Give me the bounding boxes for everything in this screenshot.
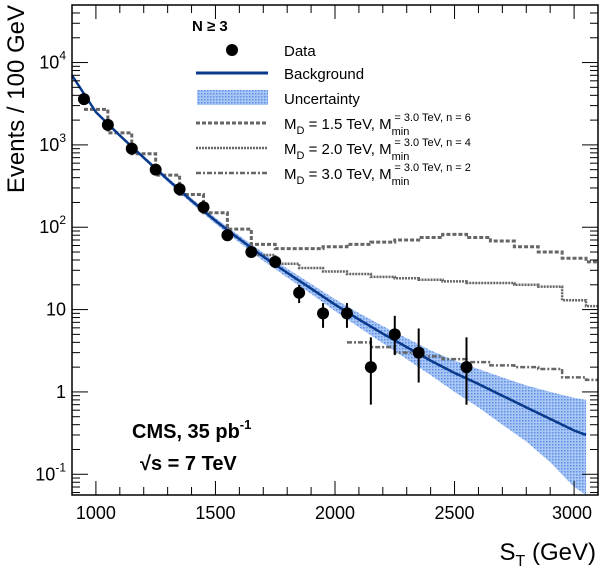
x-tick-label: 1000 — [76, 503, 116, 523]
data-point — [269, 255, 282, 268]
data-point — [221, 229, 234, 242]
legend-data-marker — [226, 44, 238, 56]
data-point — [317, 307, 330, 320]
x-axis-label: ST (GeV) — [500, 539, 596, 570]
data-point — [173, 183, 186, 196]
data-point — [197, 201, 210, 214]
data-point — [460, 361, 473, 374]
data-point — [364, 361, 377, 374]
data-point — [340, 307, 353, 320]
data-point — [293, 286, 306, 299]
x-tick-label: 1500 — [195, 503, 235, 523]
data-point — [388, 328, 401, 341]
legend-label-background: Background — [284, 66, 364, 83]
y-tick-label: 104 — [39, 49, 66, 73]
legend-label-uncertainty: Uncertainty — [284, 91, 360, 108]
x-tick-label: 2500 — [435, 503, 475, 523]
uncertainty-band — [72, 73, 587, 495]
annotation-energy: √s = 7 TeV — [140, 453, 237, 475]
signal-sig2 — [251, 253, 598, 308]
x-tick-label: 2000 — [315, 503, 355, 523]
data-point — [101, 118, 114, 131]
data-point — [245, 246, 258, 259]
legend-label-sig3: MD = 3.0 TeV, Mmin = 3.0 TeV, n = 2 — [284, 162, 471, 188]
legend-header: N ≥ 3 — [192, 18, 228, 35]
y-tick-label: 10 — [46, 300, 66, 320]
legend-label-sig1: MD = 1.5 TeV, Mmin = 3.0 TeV, n = 6 — [284, 112, 471, 138]
y-tick-label: 1 — [56, 382, 66, 402]
x-tick-label: 3000 — [552, 503, 592, 523]
legend-label-sig2: MD = 2.0 TeV, Mmin = 3.0 TeV, n = 4 — [284, 137, 471, 163]
annotation-experiment: CMS, 35 pb-1 — [132, 417, 251, 443]
data-point — [149, 163, 162, 176]
data-point — [412, 346, 425, 359]
y-tick-label: 10-1 — [35, 460, 66, 484]
data-point — [77, 93, 90, 106]
legend-label-data: Data — [284, 43, 316, 60]
y-tick-label: 103 — [39, 131, 66, 155]
y-tick-label: 102 — [39, 213, 66, 237]
data-point — [125, 142, 138, 155]
signal-sig1 — [83, 107, 598, 264]
legend-uncertainty-swatch — [197, 90, 268, 105]
y-axis-label: Events / 100 GeV — [3, 5, 30, 193]
